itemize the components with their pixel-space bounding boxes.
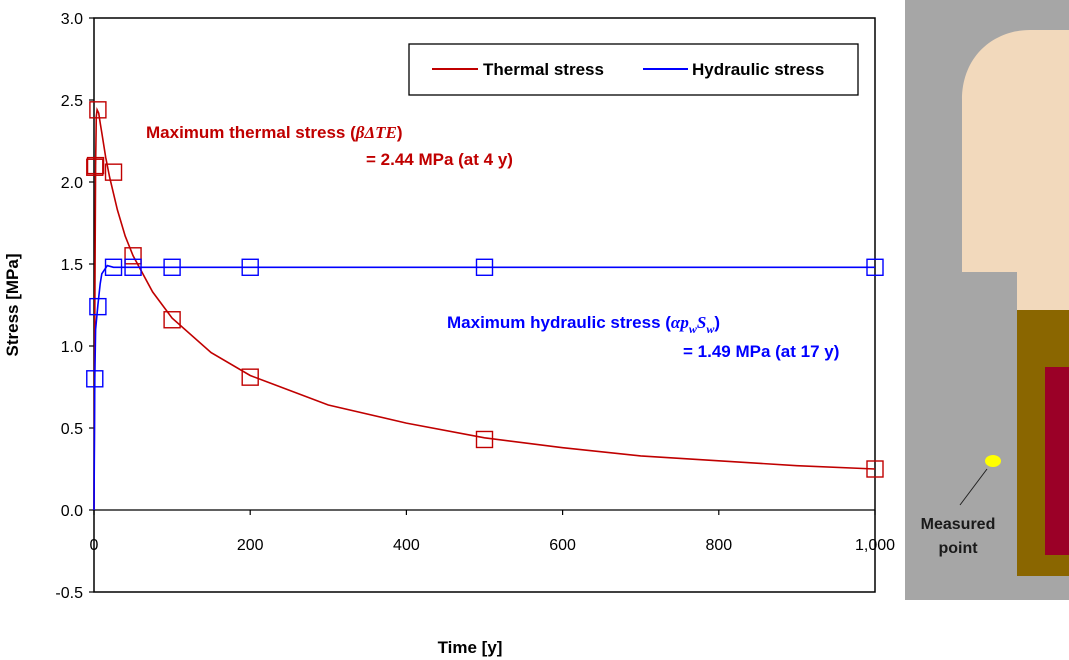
measured-point-label-line2: point: [938, 540, 978, 557]
hydraulic-marker: [89, 297, 107, 316]
plot-area: [93, 17, 876, 593]
axes: -0.5 0.0 0.5 1.0 1.5 2.0 2.5 3.0 0 200 400 600 800 1,…: [55, 11, 895, 602]
measured-point-marker: [985, 455, 1001, 467]
x-axis-title: Time [y]: [438, 638, 503, 657]
canister-block: [1045, 367, 1069, 555]
hydraulic-marker: [866, 258, 884, 276]
y-axis-title: Stress [MPa]: [3, 254, 22, 357]
y-tick-label: 3.0: [61, 11, 83, 28]
y-tick-label: 2.0: [61, 175, 83, 192]
hydraulic-annotation: Maximum hydraulic stress (αpwSw) = 1.49 …: [447, 313, 839, 361]
hydraulic-marker: [86, 370, 104, 388]
thermal-marker: [89, 101, 107, 119]
thermal-marker: [475, 430, 494, 449]
y-tick-label: 1.5: [61, 257, 83, 274]
thermal-marker: [163, 311, 181, 329]
hydraulic-annotation-line2: = 1.49 MPa (at 17 y): [683, 342, 839, 361]
x-tick-label: 800: [705, 537, 732, 554]
hydraulic-marker: [163, 258, 181, 276]
thermal-marker: [86, 158, 104, 176]
thermal-marker: [124, 247, 142, 265]
y-tick-label: 1.0: [61, 339, 83, 356]
y-tick-label: 2.5: [61, 93, 83, 110]
hydraulic-series-line: [93, 264, 875, 511]
x-tick-label: 1,000: [855, 537, 895, 554]
thermal-marker: [86, 156, 105, 175]
thermal-marker: [866, 460, 884, 478]
hydraulic-marker: [475, 258, 494, 276]
x-tick-label: 0: [90, 537, 99, 554]
y-tick-label: 0.5: [61, 421, 83, 438]
thermal-series-line: [93, 107, 876, 511]
hydraulic-marker: [241, 258, 259, 276]
legend-thermal-label: Thermal stress: [483, 60, 604, 79]
hydraulic-marker: [124, 258, 142, 276]
thermal-marker: [241, 368, 259, 386]
legend-hydraulic-label: Hydraulic stress: [692, 60, 824, 79]
thermal-marker: [104, 163, 123, 181]
legend-box: [408, 43, 859, 96]
hydraulic-annotation-line1: Maximum hydraulic stress (αpwSw): [447, 313, 720, 336]
measured-point-label-line1: Measured: [921, 516, 996, 533]
x-tick-label: 200: [237, 537, 264, 554]
series-layer: [86, 101, 884, 511]
thermal-annotation-line2: = 2.44 MPa (at 4 y): [366, 150, 513, 169]
hydraulic-marker: [104, 258, 123, 276]
y-tick-label: 0.0: [61, 503, 83, 520]
thermal-annotation: Maximum thermal stress (βΔTE) = 2.44 MPa…: [146, 123, 513, 169]
x-tick-label: 600: [549, 537, 576, 554]
backfill-upper-block: [962, 30, 1069, 310]
x-tick-label: 400: [393, 537, 420, 554]
measured-point-leader: [959, 468, 988, 506]
legend: Thermal stress Hydraulic stress: [408, 43, 859, 96]
thermal-annotation-line1: Maximum thermal stress (βΔTE): [146, 123, 403, 142]
y-tick-label: -0.5: [55, 585, 83, 602]
repository-diagram: Measured point: [905, 0, 1069, 600]
